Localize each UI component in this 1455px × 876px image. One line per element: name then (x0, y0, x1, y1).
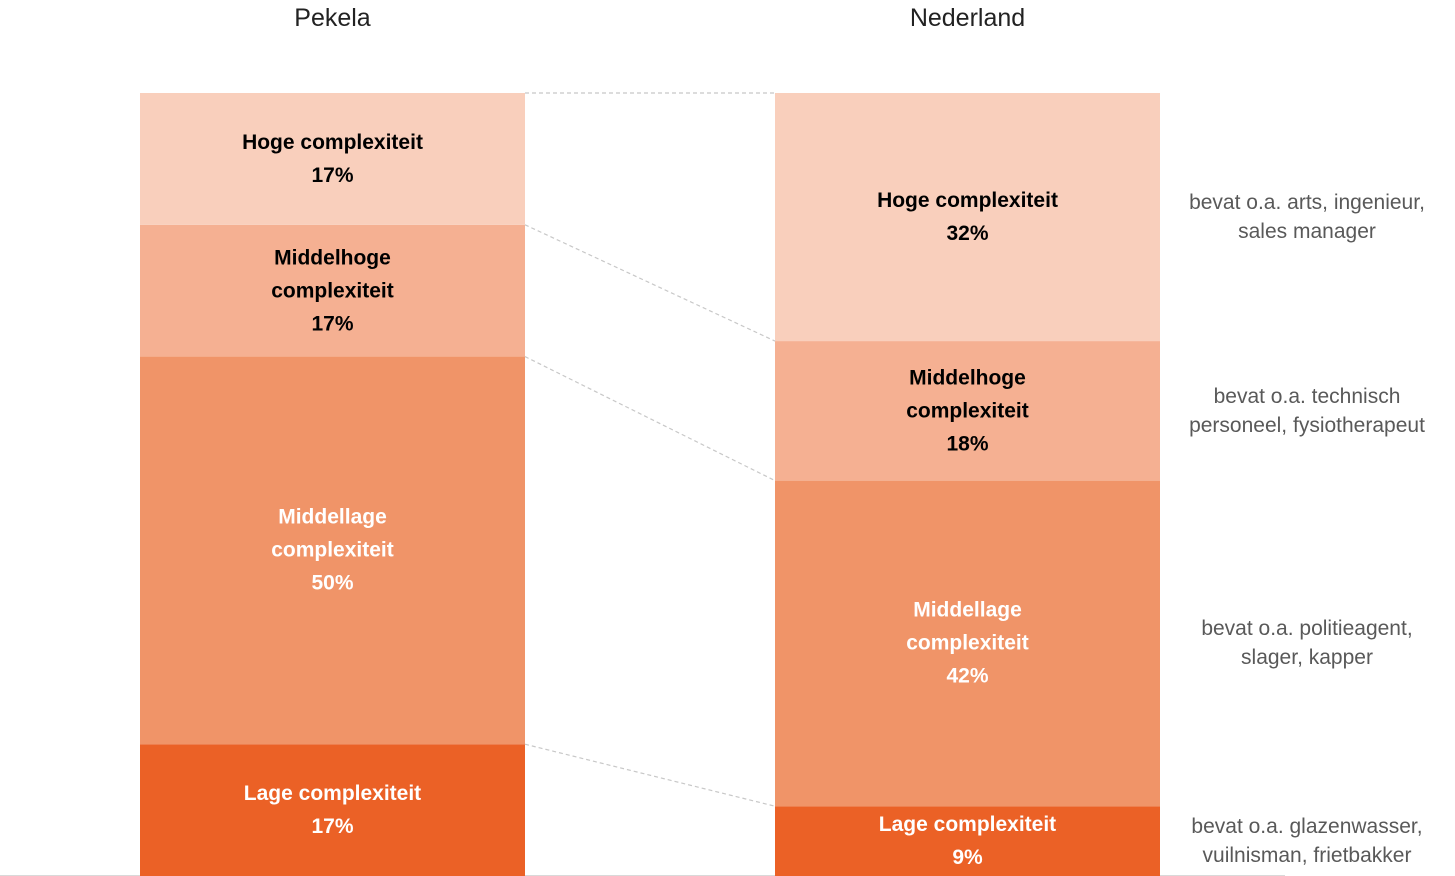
segment-label: Hoge complexiteit 17% (218, 126, 448, 192)
annotation: bevat o.a. glazenwasser, vuilnisman, fri… (1191, 815, 1423, 868)
segment-label: Middellage complexiteit 42% (853, 594, 1083, 693)
annotation: bevat o.a. arts, ingenieur, sales manage… (1189, 191, 1425, 244)
segment-name: Middelhoge complexiteit (271, 246, 394, 303)
value-label: 50% (311, 571, 354, 595)
segment-label: Hoge complexiteit 32% (853, 184, 1083, 250)
segment-label: Lage complexiteit 17% (218, 777, 448, 843)
bar-segment (775, 93, 1160, 342)
segment-name: Hoge complexiteit (877, 189, 1058, 213)
column-title: Pekela (294, 4, 371, 32)
value-label: 9% (952, 846, 983, 870)
bar-segment (775, 806, 1160, 876)
value-label: 17% (311, 815, 354, 839)
segment-label: Middelhoge complexiteit 17% (218, 241, 448, 340)
bar-segment (140, 744, 525, 876)
value-label: 32% (946, 222, 989, 246)
column-title: Nederland (909, 4, 1026, 32)
segment-name: Middellage complexiteit (906, 598, 1029, 655)
value-label: 17% (311, 312, 354, 336)
value-label: 17% (311, 163, 354, 187)
bar-segment (775, 341, 1160, 481)
segment-name: Middellage complexiteit (271, 505, 394, 562)
value-label: 42% (946, 664, 989, 688)
bar-segment (140, 224, 525, 357)
segment-label: Middelhoge complexiteit 18% (853, 361, 1083, 460)
bar-segment (140, 93, 525, 225)
bar-segment (140, 356, 525, 745)
segment-label: Lage complexiteit 9% (853, 808, 1083, 874)
segment-label: Middellage complexiteit 50% (218, 501, 448, 600)
connector (524, 224, 776, 342)
segment-name: Lage complexiteit (243, 782, 422, 806)
value-label: 18% (946, 432, 989, 456)
segment-name: Hoge complexiteit (242, 130, 423, 154)
segment-name: Middelhoge complexiteit (906, 366, 1029, 423)
segment-name: Lage complexiteit (878, 813, 1057, 837)
connector (524, 743, 776, 807)
annotation: bevat o.a. politieagent, slager, kapper (1201, 617, 1413, 670)
annotation: bevat o.a. technisch personeel, fysiothe… (1189, 384, 1425, 437)
bar-segment (775, 480, 1160, 807)
connector (524, 356, 776, 482)
